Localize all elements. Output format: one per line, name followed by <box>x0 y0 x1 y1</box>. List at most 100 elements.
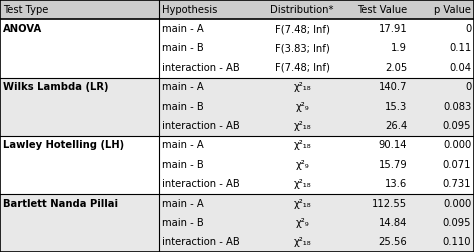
Bar <box>263 0 341 19</box>
Bar <box>341 174 410 194</box>
Text: main - A: main - A <box>162 24 203 34</box>
Bar <box>159 155 263 174</box>
Bar <box>263 39 341 58</box>
Bar <box>0 233 159 252</box>
Bar <box>341 213 410 233</box>
Bar <box>0 194 159 213</box>
Text: F(7.48; Inf): F(7.48; Inf) <box>275 24 329 34</box>
Bar <box>341 116 410 136</box>
Text: 2.05: 2.05 <box>385 63 407 73</box>
Bar <box>410 136 474 155</box>
Text: main - B: main - B <box>162 102 203 112</box>
Text: Test Value: Test Value <box>357 5 407 15</box>
Text: 1.9: 1.9 <box>391 43 407 53</box>
Text: interaction - AB: interaction - AB <box>162 63 239 73</box>
Text: 0.731: 0.731 <box>443 179 471 189</box>
Text: F(7.48; Inf): F(7.48; Inf) <box>275 63 329 73</box>
Bar <box>159 194 263 213</box>
Text: 0.083: 0.083 <box>443 102 471 112</box>
Bar <box>410 0 474 19</box>
Text: Hypothesis: Hypothesis <box>162 5 217 15</box>
Bar <box>0 78 159 97</box>
Bar <box>0 0 159 19</box>
Bar <box>263 194 341 213</box>
Bar <box>159 78 263 97</box>
Bar <box>341 19 410 39</box>
Bar <box>0 19 159 39</box>
Text: main - A: main - A <box>162 82 203 92</box>
Bar <box>410 97 474 116</box>
Text: main - A: main - A <box>162 199 203 209</box>
Text: interaction - AB: interaction - AB <box>162 237 239 247</box>
Text: F(3.83; Inf): F(3.83; Inf) <box>275 43 329 53</box>
Text: χ²₁₈: χ²₁₈ <box>293 82 311 92</box>
Text: 0.095: 0.095 <box>443 121 471 131</box>
Bar <box>0 39 159 58</box>
Text: 26.4: 26.4 <box>385 121 407 131</box>
Text: interaction - AB: interaction - AB <box>162 179 239 189</box>
Text: 15.3: 15.3 <box>385 102 407 112</box>
Bar <box>159 97 263 116</box>
Bar <box>410 194 474 213</box>
Text: χ²₉: χ²₉ <box>295 218 309 228</box>
Text: Lawley Hotelling (LH): Lawley Hotelling (LH) <box>3 140 124 150</box>
Text: 0.04: 0.04 <box>449 63 471 73</box>
Text: χ²₁₈: χ²₁₈ <box>293 199 311 209</box>
Text: χ²₁₈: χ²₁₈ <box>293 140 311 150</box>
Text: 25.56: 25.56 <box>378 237 407 247</box>
Text: Test Type: Test Type <box>3 5 48 15</box>
Text: ANOVA: ANOVA <box>3 24 42 34</box>
Text: main - B: main - B <box>162 218 203 228</box>
Text: χ²₁₈: χ²₁₈ <box>293 237 311 247</box>
Bar <box>263 155 341 174</box>
Bar <box>0 58 159 78</box>
Bar <box>341 0 410 19</box>
Text: Wilks Lambda (LR): Wilks Lambda (LR) <box>3 82 109 92</box>
Bar <box>341 233 410 252</box>
Bar <box>341 58 410 78</box>
Text: χ²₁₈: χ²₁₈ <box>293 179 311 189</box>
Bar <box>410 213 474 233</box>
Text: χ²₉: χ²₉ <box>295 102 309 112</box>
Bar <box>263 213 341 233</box>
Bar <box>0 136 159 155</box>
Bar <box>341 155 410 174</box>
Bar <box>159 0 263 19</box>
Bar <box>159 116 263 136</box>
Text: Bartlett Nanda Pillai: Bartlett Nanda Pillai <box>3 199 118 209</box>
Bar <box>159 19 263 39</box>
Bar <box>263 233 341 252</box>
Bar <box>159 233 263 252</box>
Bar <box>159 213 263 233</box>
Text: 0: 0 <box>465 24 471 34</box>
Text: Distribution*: Distribution* <box>271 5 334 15</box>
Bar <box>159 136 263 155</box>
Text: 90.14: 90.14 <box>379 140 407 150</box>
Text: p Value: p Value <box>434 5 471 15</box>
Bar <box>410 155 474 174</box>
Text: 15.79: 15.79 <box>378 160 407 170</box>
Text: 0.000: 0.000 <box>443 140 471 150</box>
Bar <box>0 174 159 194</box>
Text: 14.84: 14.84 <box>379 218 407 228</box>
Text: 0: 0 <box>465 82 471 92</box>
Bar <box>341 78 410 97</box>
Bar <box>410 58 474 78</box>
Text: 0.000: 0.000 <box>443 199 471 209</box>
Bar <box>410 78 474 97</box>
Bar <box>410 233 474 252</box>
Bar <box>341 136 410 155</box>
Text: χ²₉: χ²₉ <box>295 160 309 170</box>
Bar <box>0 213 159 233</box>
Bar <box>410 174 474 194</box>
Bar <box>159 58 263 78</box>
Bar <box>159 39 263 58</box>
Bar <box>341 97 410 116</box>
Bar <box>263 116 341 136</box>
Bar <box>341 194 410 213</box>
Text: 0.11: 0.11 <box>449 43 471 53</box>
Bar <box>263 19 341 39</box>
Bar <box>263 58 341 78</box>
Text: 17.91: 17.91 <box>378 24 407 34</box>
Bar <box>263 97 341 116</box>
